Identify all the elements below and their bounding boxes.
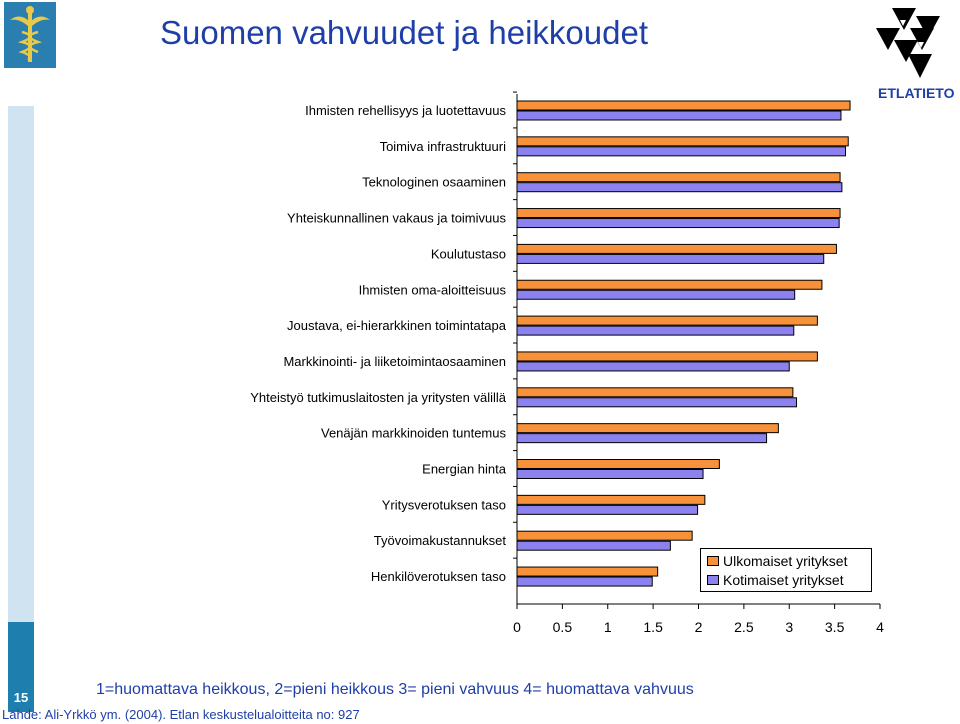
category-label: Henkilöverotuksen taso <box>371 569 506 584</box>
page-title: Suomen vahvuudet ja heikkoudet <box>160 14 649 51</box>
x-tick-label: 3.5 <box>825 619 845 635</box>
x-tick-label: 0.5 <box>553 619 573 635</box>
bar-foreign <box>516 494 706 505</box>
scale-note: 1=huomattava heikkous, 2=pieni heikkous … <box>96 681 694 698</box>
legend-swatch-domestic <box>707 575 719 585</box>
bar-foreign <box>516 351 818 362</box>
legend-item-domestic: Kotimaiset yritykset <box>707 571 844 589</box>
side-bar-dark <box>8 622 34 712</box>
x-tick-label: 3 <box>785 619 793 635</box>
bar-foreign <box>516 387 794 398</box>
bar-foreign <box>516 100 851 111</box>
source-note: Lähde: Ali-Yrkkö ym. (2004). Etlan kesku… <box>2 707 360 722</box>
bar-domestic <box>516 146 847 157</box>
category-label: Yritysverotuksen taso <box>382 497 506 512</box>
category-label: Teknologinen osaaminen <box>362 175 506 190</box>
side-bar-light <box>8 106 34 622</box>
category-label: Markkinointi- ja liiketoimintaosaaminen <box>283 354 506 369</box>
category-label: Toimiva infrastruktuuri <box>380 139 507 154</box>
bar-domestic <box>516 253 825 264</box>
bar-foreign <box>516 279 823 290</box>
category-label: Joustava, ei-hierarkkinen toimintatapa <box>287 318 507 333</box>
category-label: Yhteistyö tutkimuslaitosten ja yritysten… <box>250 390 507 405</box>
bar-foreign <box>516 208 841 219</box>
bar-foreign <box>516 243 837 254</box>
bar-domestic <box>516 540 671 551</box>
category-label: Koulutustaso <box>431 246 506 261</box>
legend-label-foreign: Ulkomaiset yritykset <box>723 553 848 569</box>
bar-domestic <box>516 433 768 444</box>
category-label: Yhteiskunnallinen vakaus ja toimivuus <box>287 211 506 226</box>
bar-foreign <box>516 530 693 541</box>
bar-domestic <box>516 110 842 121</box>
bar-domestic <box>516 469 704 479</box>
legend-item-foreign: Ulkomaiset yritykset <box>707 552 847 570</box>
x-tick-label: 1.5 <box>643 619 663 635</box>
category-label: Energian hinta <box>422 462 507 477</box>
category-label: Ihmisten rehellisyys ja luotettavuus <box>305 103 506 118</box>
bar-foreign <box>516 566 659 577</box>
x-tick-label: 4 <box>876 619 884 635</box>
x-tick-label: 0 <box>513 619 521 635</box>
x-tick-label: 2 <box>695 619 703 635</box>
bar-foreign <box>516 315 818 326</box>
etla-triangle-logo <box>876 8 940 78</box>
category-label: Ihmisten oma-aloitteisuus <box>359 282 507 297</box>
caduceus-logo <box>4 2 56 68</box>
bar-foreign <box>516 136 849 147</box>
bar-domestic <box>516 325 795 336</box>
bar-domestic <box>516 504 699 515</box>
chart-legend: Ulkomaiset yritykset Kotimaiset yritykse… <box>700 548 872 592</box>
bar-foreign <box>516 459 720 469</box>
x-tick-label: 1 <box>604 619 612 635</box>
legend-swatch-foreign <box>707 556 719 566</box>
bar-domestic <box>516 182 843 193</box>
bar-domestic <box>516 289 796 300</box>
bar-foreign <box>516 172 841 183</box>
category-label: Venäjän markkinoiden tuntemus <box>321 426 507 441</box>
bar-domestic <box>516 576 653 587</box>
bar-domestic <box>516 361 790 372</box>
brand-label: ETLATIETO <box>878 85 955 101</box>
category-label: Työvoimakustannukset <box>374 533 507 548</box>
x-tick-label: 2.5 <box>734 619 754 635</box>
legend-label-domestic: Kotimaiset yritykset <box>723 572 844 588</box>
bar-domestic <box>516 397 798 408</box>
slide-number: 15 <box>13 690 29 705</box>
bar-foreign <box>516 423 779 434</box>
bar-domestic <box>516 218 840 229</box>
